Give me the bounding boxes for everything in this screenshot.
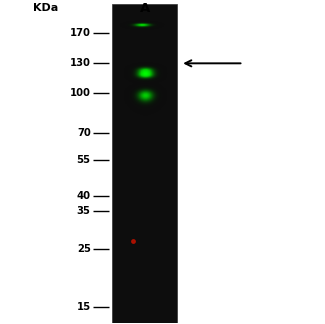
- Text: 170: 170: [70, 28, 91, 38]
- Text: A: A: [139, 2, 150, 15]
- Bar: [112, 4, 177, 323]
- Text: 35: 35: [77, 206, 91, 216]
- Text: 100: 100: [70, 88, 91, 98]
- Text: 15: 15: [76, 302, 91, 312]
- Text: 25: 25: [77, 245, 91, 254]
- Text: 70: 70: [77, 128, 91, 138]
- Text: KDa: KDa: [33, 3, 58, 13]
- Text: 130: 130: [70, 58, 91, 68]
- Text: 55: 55: [77, 156, 91, 166]
- Text: 40: 40: [77, 191, 91, 202]
